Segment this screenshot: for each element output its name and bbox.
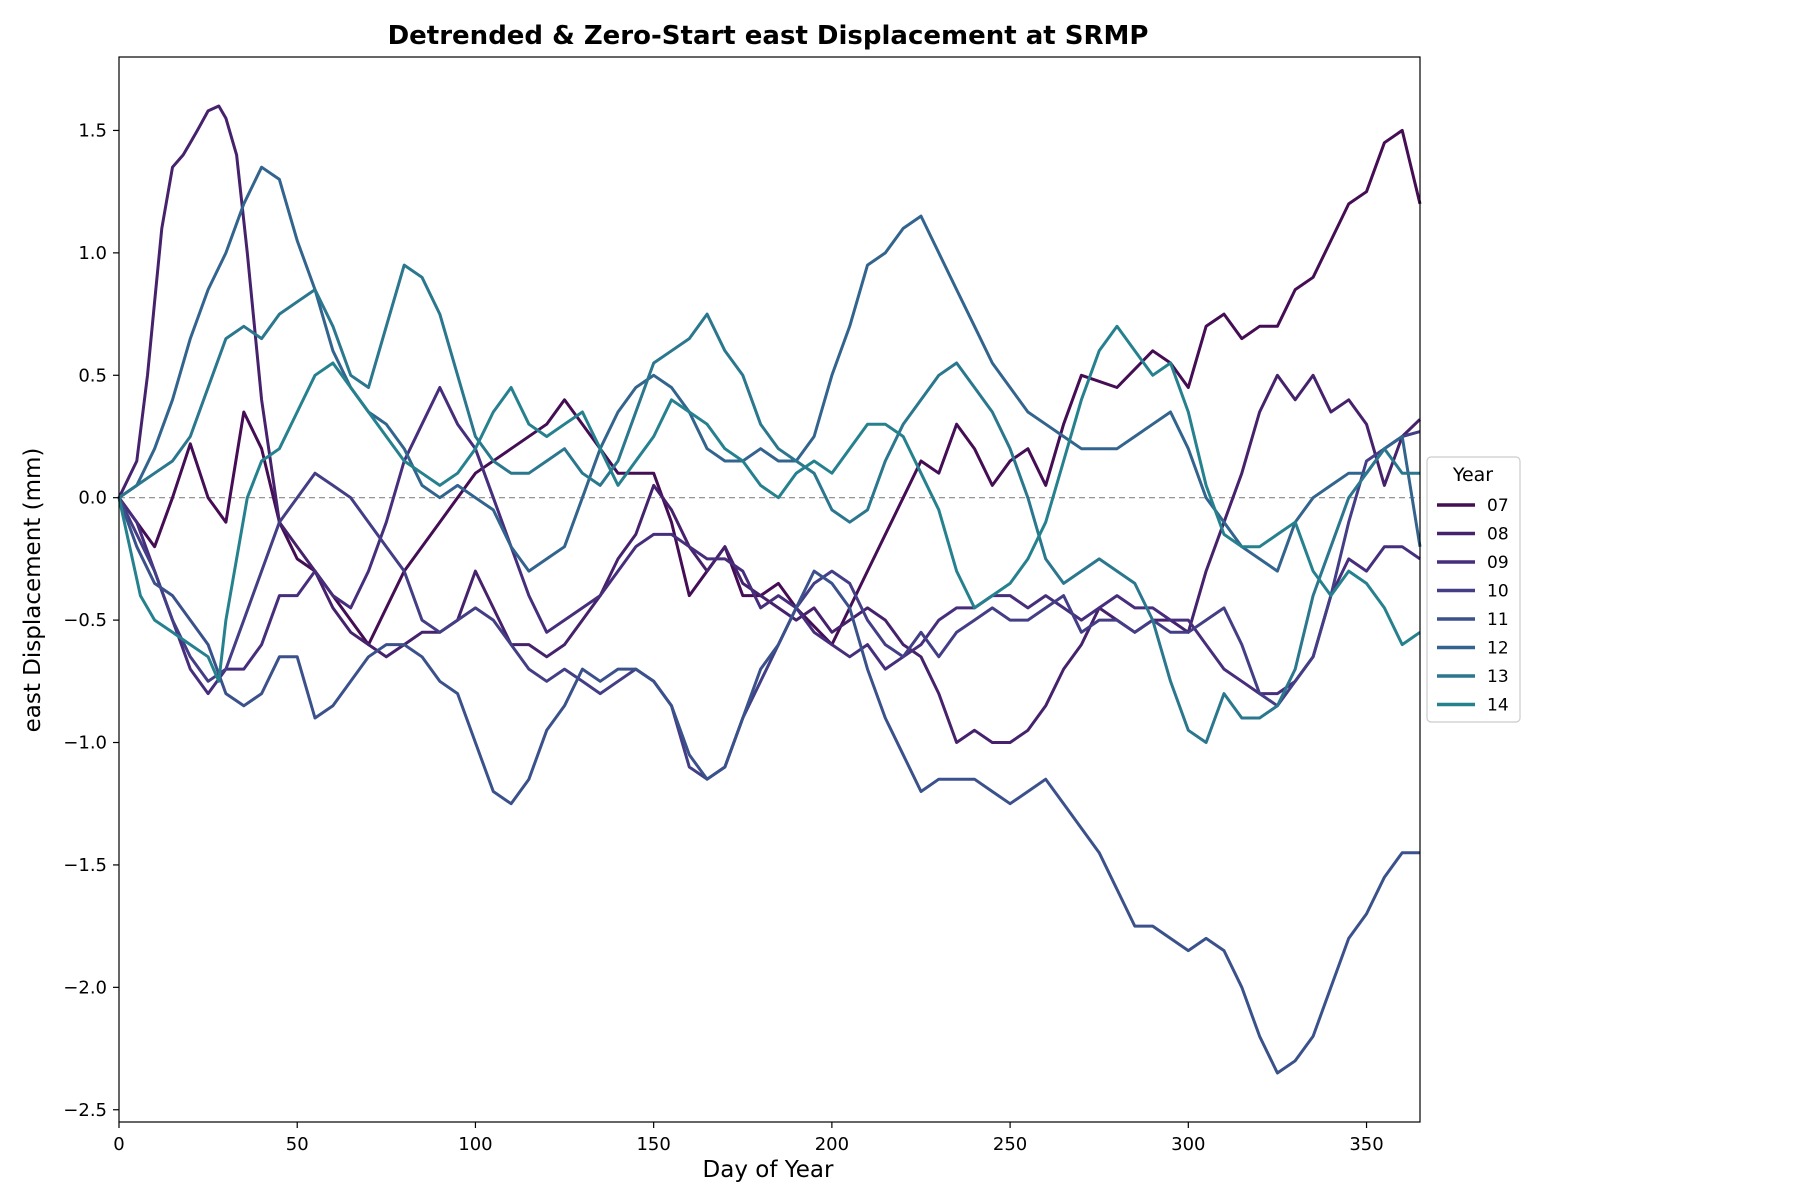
y-tick-label: −0.5 [63, 610, 107, 631]
series-line-11 [117, 497, 1420, 1075]
x-tick-label: 250 [993, 1134, 1027, 1155]
series-line-14 [117, 324, 1421, 683]
plot-area [117, 56, 1422, 1123]
legend-label-14: 14 [1487, 696, 1509, 716]
y-tick-label: 1.5 [78, 120, 107, 141]
series-line-13 [118, 263, 1420, 744]
legend-label-11: 11 [1487, 610, 1509, 630]
series-line-10 [117, 430, 1421, 781]
x-axis-title: Day of Year [703, 1157, 834, 1183]
y-tick-label: −1.0 [63, 733, 107, 754]
y-tick-label: −2.5 [63, 1100, 107, 1121]
x-axis: 0 50 100 150 200 250 300 350 [113, 1122, 1384, 1155]
x-tick-label: 100 [458, 1134, 492, 1155]
legend-label-09: 09 [1487, 553, 1509, 573]
x-tick-label: 300 [1171, 1134, 1205, 1155]
y-tick-label: −1.5 [63, 855, 107, 876]
x-tick-label: 200 [815, 1134, 849, 1155]
y-tick-label: 0.5 [78, 365, 107, 386]
series-line-09 [117, 386, 1421, 696]
series-lines [117, 104, 1422, 1075]
x-tick-label: 350 [1349, 1134, 1383, 1155]
y-tick-label: 0.0 [78, 488, 107, 509]
y-axis: −2.5 −2.0 −1.5 −1.0 −0.5 0.0 0.5 1.0 1.5 [63, 120, 119, 1121]
series-line-07 [117, 128, 1422, 647]
y-axis-title: east Displacement (mm) [20, 448, 46, 733]
series-line-08 [117, 104, 1422, 744]
y-tick-label: −2.0 [63, 977, 107, 998]
x-tick-label: 0 [113, 1134, 124, 1155]
series-line-12 [118, 165, 1422, 573]
legend-title: Year [1452, 464, 1493, 486]
legend-label-10: 10 [1487, 582, 1509, 602]
y-tick-label: 1.0 [78, 243, 107, 264]
legend-label-12: 12 [1487, 639, 1509, 659]
legend-label-07: 07 [1487, 496, 1509, 516]
legend: Year 07 08 09 10 11 12 13 14 [1426, 456, 1521, 723]
legend-label-13: 13 [1487, 667, 1509, 687]
plot-frame [118, 56, 1421, 1123]
legend-label-08: 08 [1487, 525, 1509, 545]
x-tick-label: 50 [286, 1134, 309, 1155]
chart-title: Detrended & Zero-Start east Displacement… [388, 21, 1149, 51]
x-tick-label: 150 [636, 1134, 670, 1155]
legend-items: 07 08 09 10 11 12 13 14 [1437, 496, 1509, 716]
